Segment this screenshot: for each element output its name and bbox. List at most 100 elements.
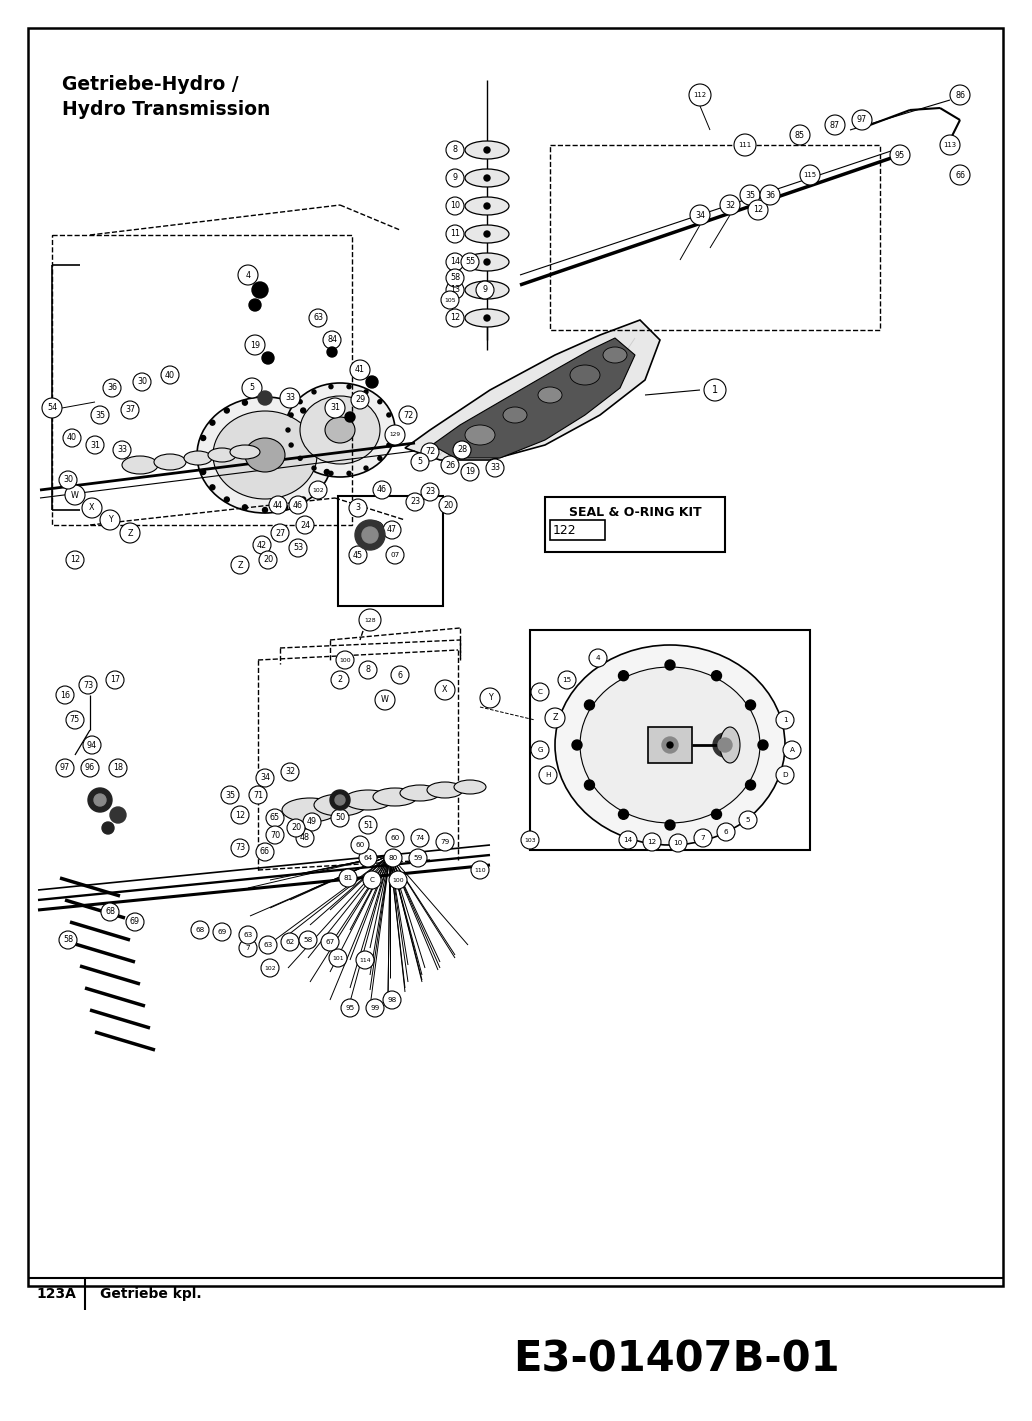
Circle shape xyxy=(391,666,409,684)
Circle shape xyxy=(356,951,374,969)
Text: 5: 5 xyxy=(417,458,422,466)
Text: 74: 74 xyxy=(415,836,424,841)
Text: 10: 10 xyxy=(450,202,460,210)
Text: 69: 69 xyxy=(130,918,140,926)
Circle shape xyxy=(349,499,367,517)
Text: 12: 12 xyxy=(647,838,656,845)
Text: 5: 5 xyxy=(250,384,255,392)
Text: X: X xyxy=(89,503,95,513)
Text: 51: 51 xyxy=(363,820,373,830)
Text: 3: 3 xyxy=(355,503,360,513)
Ellipse shape xyxy=(465,425,495,445)
Circle shape xyxy=(231,838,249,857)
Text: 35: 35 xyxy=(745,190,755,199)
Text: 12: 12 xyxy=(70,556,80,564)
Circle shape xyxy=(312,389,316,394)
Text: 42: 42 xyxy=(257,540,267,550)
Circle shape xyxy=(441,456,459,475)
Circle shape xyxy=(389,871,407,890)
Text: 63: 63 xyxy=(313,314,323,323)
Circle shape xyxy=(363,871,381,890)
Ellipse shape xyxy=(245,438,285,472)
Circle shape xyxy=(300,497,305,502)
Text: 43: 43 xyxy=(370,526,380,534)
Circle shape xyxy=(315,485,320,490)
Circle shape xyxy=(385,425,405,445)
Text: 35: 35 xyxy=(95,411,105,419)
Circle shape xyxy=(484,203,490,209)
Circle shape xyxy=(776,766,794,784)
Text: 100: 100 xyxy=(392,878,404,882)
Text: 27: 27 xyxy=(275,529,285,537)
Circle shape xyxy=(321,934,338,951)
Circle shape xyxy=(349,546,367,564)
Text: 103: 103 xyxy=(524,837,536,843)
Circle shape xyxy=(256,769,275,787)
Circle shape xyxy=(239,926,257,944)
Circle shape xyxy=(689,84,711,107)
Circle shape xyxy=(745,780,755,790)
Text: G: G xyxy=(538,747,543,753)
Circle shape xyxy=(327,452,332,458)
Text: 46: 46 xyxy=(377,486,387,495)
Circle shape xyxy=(717,823,735,841)
Text: 13: 13 xyxy=(450,286,460,294)
Circle shape xyxy=(800,165,820,185)
Circle shape xyxy=(197,452,202,458)
Circle shape xyxy=(271,524,289,541)
Circle shape xyxy=(261,959,279,978)
Circle shape xyxy=(59,470,77,489)
Circle shape xyxy=(351,391,369,409)
Text: 9: 9 xyxy=(482,286,487,294)
Bar xyxy=(530,630,810,850)
Circle shape xyxy=(83,736,101,755)
Circle shape xyxy=(325,398,345,418)
Circle shape xyxy=(329,949,347,968)
Circle shape xyxy=(484,287,490,293)
Text: 95: 95 xyxy=(895,151,905,159)
Circle shape xyxy=(521,831,539,848)
Circle shape xyxy=(446,253,464,271)
Circle shape xyxy=(539,766,557,784)
Text: 80: 80 xyxy=(388,855,397,861)
Circle shape xyxy=(120,523,140,543)
Circle shape xyxy=(309,308,327,327)
Circle shape xyxy=(480,688,499,708)
Text: 86: 86 xyxy=(955,91,965,99)
Text: 6: 6 xyxy=(723,828,729,836)
Circle shape xyxy=(82,497,102,519)
Text: H: H xyxy=(545,772,551,779)
Text: 23: 23 xyxy=(425,487,436,496)
Text: 50: 50 xyxy=(335,813,345,823)
Text: 84: 84 xyxy=(327,335,337,344)
Text: 33: 33 xyxy=(490,463,499,473)
Text: 72: 72 xyxy=(425,448,436,456)
Text: 114: 114 xyxy=(359,958,370,962)
Circle shape xyxy=(461,253,479,271)
Circle shape xyxy=(312,466,316,470)
Text: 1: 1 xyxy=(782,718,787,723)
Circle shape xyxy=(383,990,401,1009)
Text: 66: 66 xyxy=(955,171,965,179)
Circle shape xyxy=(91,406,109,423)
Text: 68: 68 xyxy=(195,926,204,934)
Circle shape xyxy=(63,429,80,448)
Circle shape xyxy=(331,671,349,689)
Circle shape xyxy=(86,436,104,453)
Circle shape xyxy=(484,259,490,264)
Text: 20: 20 xyxy=(263,556,273,564)
Ellipse shape xyxy=(570,365,600,385)
Circle shape xyxy=(112,441,131,459)
Circle shape xyxy=(589,649,607,666)
Circle shape xyxy=(366,999,384,1017)
Circle shape xyxy=(280,388,300,408)
Text: 14: 14 xyxy=(450,257,460,267)
Ellipse shape xyxy=(208,448,236,462)
Ellipse shape xyxy=(465,225,509,243)
Circle shape xyxy=(558,671,576,689)
Text: 59: 59 xyxy=(414,855,423,861)
Ellipse shape xyxy=(720,728,740,763)
Circle shape xyxy=(330,790,350,810)
Circle shape xyxy=(667,742,673,747)
Circle shape xyxy=(373,480,391,499)
